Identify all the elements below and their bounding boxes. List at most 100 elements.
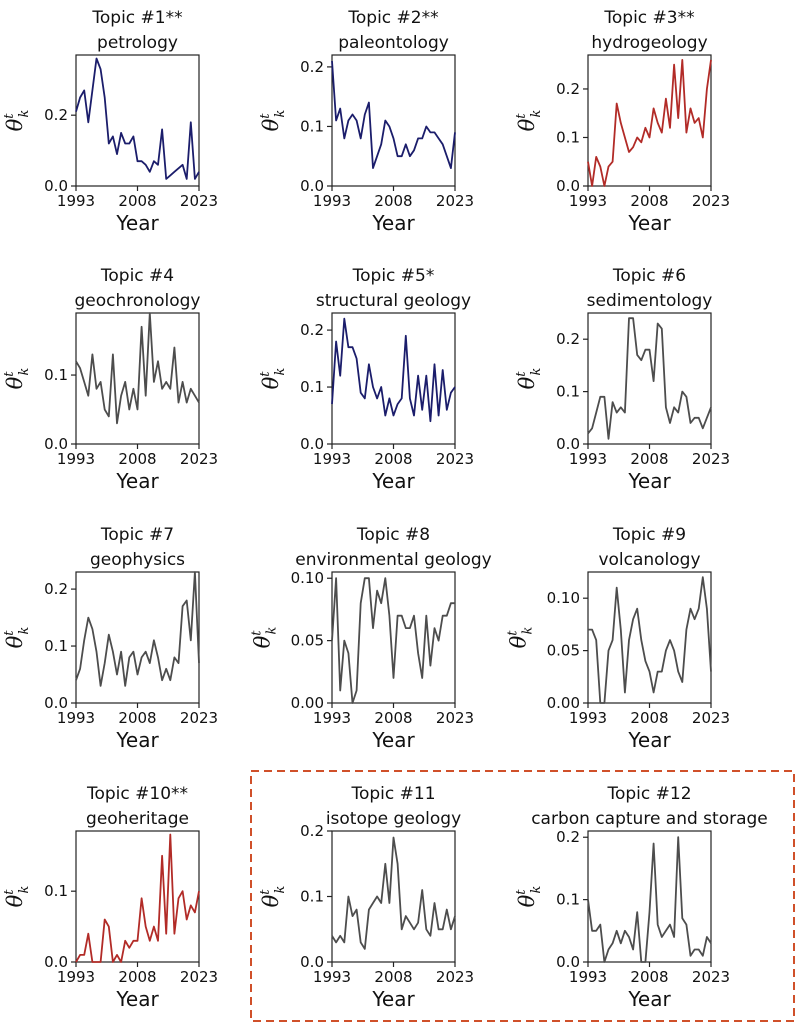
y-tick-label: 0.0: [44, 435, 68, 453]
subplot-topic-8: Topic #8 environmental geology 1993 2008 202…: [250, 525, 492, 752]
y-axis-label-base: θ: [515, 894, 539, 907]
series-line: [75, 312, 200, 425]
x-tick-label: 1993: [313, 192, 351, 210]
x-tick-label: 2023: [180, 192, 218, 210]
x-tick-label: 2008: [630, 968, 668, 986]
x-axis-label: Year: [115, 469, 159, 493]
subplot-title: Topic #9: [612, 525, 686, 545]
y-axis-label-sup: t: [258, 889, 273, 895]
x-tick-label: 1993: [569, 192, 607, 210]
y-tick-label: 0.2: [300, 58, 324, 76]
x-tick-label: 2023: [692, 192, 730, 210]
y-axis-label-base: θ: [3, 894, 27, 907]
x-tick-label: 2008: [630, 450, 668, 468]
series-line: [75, 571, 200, 687]
y-axis-label-sup: t: [514, 889, 529, 895]
x-tick-label: 2023: [180, 709, 218, 727]
y-axis-label-sup: t: [514, 113, 529, 119]
x-tick-label: 1993: [313, 450, 351, 468]
subplot-title: Topic #12: [606, 784, 691, 804]
x-tick-label: 2023: [692, 968, 730, 986]
x-tick-label: 2023: [692, 709, 730, 727]
y-tick-label: 0.05: [291, 632, 324, 650]
y-axis-label-base: θ: [259, 118, 283, 131]
subplot-topic-12: Topic #12 carbon capture and storage 1993 2…: [514, 784, 768, 1011]
x-tick-label: 1993: [569, 450, 607, 468]
subplot-title: Topic #3**: [603, 8, 694, 28]
y-axis-label-base: θ: [3, 635, 27, 648]
y-axis-label: θtk: [258, 886, 288, 908]
axes-frame: [587, 830, 712, 963]
y-axis-label-sup: t: [258, 113, 273, 119]
x-tick-label: 2023: [436, 709, 474, 727]
y-axis-label-base: θ: [507, 635, 531, 648]
y-axis-label-base: θ: [3, 118, 27, 131]
subplot-topic-3: Topic #3** hydrogeology 1993 2008 2023 0.0 0.1…: [514, 8, 730, 235]
y-axis-label: θtk: [506, 627, 536, 649]
x-axis-label: Year: [371, 469, 415, 493]
y-tick-label: 0.00: [547, 694, 580, 712]
series-line: [587, 59, 712, 187]
y-tick-label: 0.2: [556, 330, 580, 348]
x-tick-label: 1993: [313, 968, 351, 986]
subplot-topic-1: Topic #1** petrology 1993 2008 2023 0.0 0.2 Yea…: [2, 8, 218, 235]
x-tick-label: 1993: [57, 709, 95, 727]
axes-frame: [587, 54, 712, 187]
series-line: [75, 833, 200, 963]
y-axis-label: θtk: [258, 368, 288, 390]
subplot-subtitle: geochronology: [75, 291, 201, 311]
y-tick-label: 0.1: [556, 891, 580, 909]
y-tick-label: 0.1: [556, 128, 580, 146]
y-tick-label: 0.2: [300, 321, 324, 339]
subplot-subtitle: structural geology: [316, 291, 471, 311]
subplot-title: Topic #10**: [86, 784, 188, 804]
x-tick-label: 2008: [374, 450, 412, 468]
y-tick-label: 0.1: [44, 366, 68, 384]
series-line: [331, 836, 456, 950]
x-axis-label: Year: [371, 987, 415, 1011]
x-tick-label: 1993: [57, 968, 95, 986]
x-tick-label: 1993: [313, 709, 351, 727]
y-axis-label-sub: k: [521, 627, 536, 635]
subplot-topic-4: Topic #4 geochronology 1993 2008 2023 0.0 0.1 Y…: [2, 266, 218, 493]
subplot-topic-7: Topic #7 geophysics 1993 2008 2023 0.0 0.1 0.2 Y…: [2, 525, 218, 752]
series-line: [331, 577, 455, 704]
y-axis-label-sup: t: [506, 630, 521, 636]
y-axis-label-base: θ: [3, 376, 27, 389]
subplot-topic-2: Topic #2** paleontology 1993 2008 2023 0.0 0.1…: [258, 8, 474, 235]
subplot-title: Topic #7: [100, 525, 174, 545]
y-axis-label-sub: k: [273, 110, 288, 118]
x-tick-label: 1993: [569, 709, 607, 727]
subplot-topic-10: Topic #10** geoheritage 1993 2008 2023 0.0 0.1…: [2, 784, 218, 1011]
x-tick-label: 2008: [374, 192, 412, 210]
y-tick-label: 0.0: [44, 177, 68, 195]
x-tick-label: 2008: [374, 968, 412, 986]
y-axis-label-base: θ: [251, 635, 275, 648]
y-axis-label: θtk: [250, 627, 280, 649]
subplot-topic-11: Topic #11 isotope geology 1993 2008 2023 0.0 0…: [258, 784, 474, 1011]
y-axis-label: θtk: [2, 368, 32, 390]
subplot-subtitle: paleontology: [338, 33, 449, 53]
y-axis-label-base: θ: [515, 118, 539, 131]
y-tick-label: 0.1: [300, 117, 324, 135]
y-tick-label: 0.00: [291, 694, 324, 712]
x-tick-label: 1993: [569, 968, 607, 986]
y-tick-label: 0.2: [44, 106, 68, 124]
y-tick-label: 0.2: [556, 80, 580, 98]
y-tick-label: 0.0: [556, 177, 580, 195]
y-tick-label: 0.0: [556, 435, 580, 453]
x-axis-label: Year: [371, 211, 415, 235]
x-tick-label: 2023: [180, 450, 218, 468]
subplot-title: Topic #4: [100, 266, 174, 286]
x-tick-label: 2023: [180, 968, 218, 986]
y-tick-label: 0.0: [300, 953, 324, 971]
y-tick-label: 0.0: [44, 953, 68, 971]
subplot-subtitle: hydrogeology: [591, 33, 707, 53]
x-tick-label: 2008: [118, 450, 156, 468]
x-axis-label: Year: [371, 728, 415, 752]
x-tick-label: 1993: [57, 192, 95, 210]
y-tick-label: 0.0: [44, 694, 68, 712]
subplot-title: Topic #11: [350, 784, 435, 804]
y-axis-label-sub: k: [17, 886, 32, 894]
